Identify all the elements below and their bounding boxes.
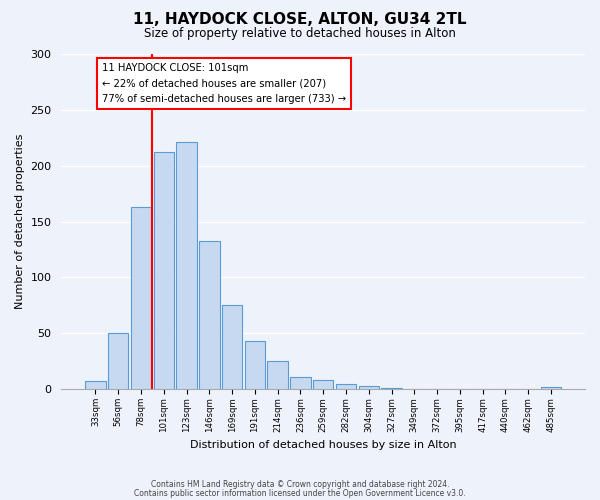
- Bar: [268, 361, 288, 389]
- Bar: [336, 384, 356, 389]
- Text: Size of property relative to detached houses in Alton: Size of property relative to detached ho…: [144, 28, 456, 40]
- Y-axis label: Number of detached properties: Number of detached properties: [15, 134, 25, 310]
- Text: Contains HM Land Registry data © Crown copyright and database right 2024.: Contains HM Land Registry data © Crown c…: [151, 480, 449, 489]
- Bar: [290, 377, 311, 389]
- Bar: [541, 387, 561, 389]
- Bar: [199, 240, 220, 389]
- Bar: [245, 341, 265, 389]
- X-axis label: Distribution of detached houses by size in Alton: Distribution of detached houses by size …: [190, 440, 457, 450]
- Bar: [359, 386, 379, 389]
- Bar: [381, 388, 402, 389]
- Bar: [176, 142, 197, 389]
- Bar: [313, 380, 334, 389]
- Text: 11 HAYDOCK CLOSE: 101sqm
← 22% of detached houses are smaller (207)
77% of semi-: 11 HAYDOCK CLOSE: 101sqm ← 22% of detach…: [102, 63, 346, 104]
- Bar: [222, 306, 242, 389]
- Text: Contains public sector information licensed under the Open Government Licence v3: Contains public sector information licen…: [134, 489, 466, 498]
- Bar: [85, 382, 106, 389]
- Bar: [154, 152, 174, 389]
- Text: 11, HAYDOCK CLOSE, ALTON, GU34 2TL: 11, HAYDOCK CLOSE, ALTON, GU34 2TL: [133, 12, 467, 28]
- Bar: [131, 207, 151, 389]
- Bar: [108, 334, 128, 389]
